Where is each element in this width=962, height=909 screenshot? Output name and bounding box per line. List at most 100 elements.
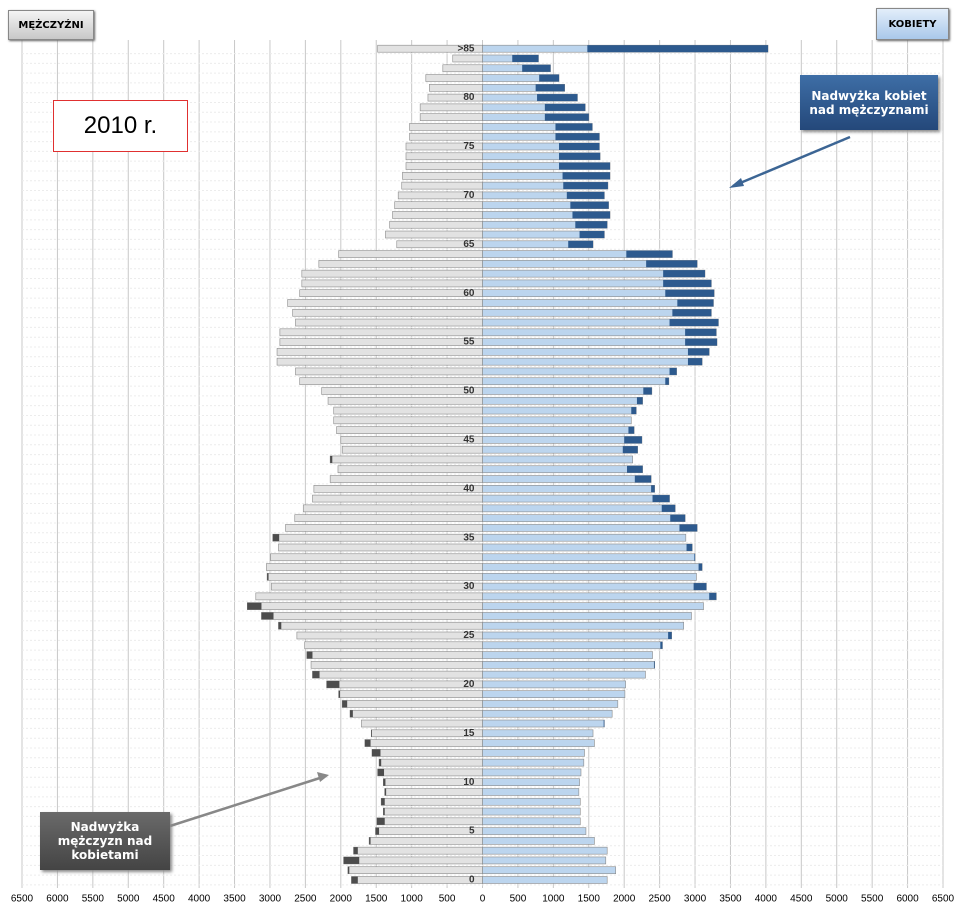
bar <box>482 602 704 610</box>
surplus-bar <box>338 690 341 698</box>
bar <box>482 661 655 669</box>
surplus-bar <box>559 143 600 150</box>
bar <box>402 172 483 180</box>
bar <box>326 680 483 689</box>
surplus-bar <box>570 201 609 209</box>
x-tick-label: 6500 <box>932 894 955 905</box>
bar <box>442 64 483 73</box>
bar <box>452 54 483 63</box>
bar <box>482 504 676 513</box>
surplus-bar <box>326 680 340 688</box>
bar <box>482 651 653 659</box>
bar <box>482 445 638 454</box>
surplus-bar <box>522 64 551 72</box>
bar <box>405 152 483 161</box>
bar <box>364 739 483 747</box>
bar <box>419 103 483 112</box>
surplus-bar <box>350 710 353 718</box>
surplus-bar <box>685 338 718 346</box>
bar <box>482 426 635 434</box>
bar <box>419 113 483 121</box>
bar <box>343 856 483 865</box>
y-tick-label: >85 <box>458 43 475 54</box>
bar <box>371 749 483 757</box>
women-button[interactable]: KOBIETY <box>876 8 949 40</box>
bar <box>338 690 483 698</box>
bar <box>482 837 595 845</box>
y-tick-label: 45 <box>463 435 475 446</box>
surplus-bar <box>672 309 712 317</box>
surplus-bar <box>384 788 387 796</box>
surplus-bar <box>646 260 698 268</box>
x-tick-label: 4500 <box>153 894 176 905</box>
grid: 6500 6000 5500 5000 4500 4000 3500 3000 2500 2000… <box>11 40 955 905</box>
surplus-bar <box>686 543 693 551</box>
x-tick-label: 5000 <box>826 894 849 905</box>
bar <box>302 504 483 513</box>
bar <box>304 641 483 650</box>
surplus-bar <box>634 475 652 483</box>
bar <box>425 74 483 82</box>
y-tick-label: 50 <box>463 386 475 397</box>
x-tick-label: 1500 <box>365 894 388 905</box>
surplus-bar <box>377 768 385 776</box>
surplus-bar <box>709 592 717 600</box>
bar <box>429 84 483 92</box>
surplus-bar <box>677 299 714 307</box>
bar <box>482 788 580 796</box>
bar <box>482 396 643 405</box>
x-tick-label: 1000 <box>542 894 565 905</box>
surplus-bar <box>660 641 663 649</box>
surplus-bar <box>636 397 643 405</box>
surplus-bar <box>343 856 360 864</box>
x-tick-label: 3500 <box>223 894 246 905</box>
bar <box>482 876 608 884</box>
bar <box>482 739 595 747</box>
surplus-bar <box>278 622 282 630</box>
y-tick-label: 40 <box>463 483 475 494</box>
bar <box>266 573 483 581</box>
surplus-bar <box>661 504 676 512</box>
surplus-bar <box>544 113 589 121</box>
bar <box>294 514 483 522</box>
bar <box>272 533 483 542</box>
surplus-bar <box>603 720 605 728</box>
y-tick-label: 15 <box>463 728 475 739</box>
bar <box>301 269 483 278</box>
x-tick-label: 6000 <box>46 894 69 905</box>
surplus-bar <box>624 436 642 444</box>
bar <box>405 162 483 170</box>
x-tick-label: 2000 <box>613 894 636 905</box>
surplus-bar <box>670 514 686 522</box>
x-tick-label: 3000 <box>684 894 707 905</box>
surplus-bar <box>376 817 385 825</box>
bar <box>278 621 483 630</box>
surplus-bar <box>653 661 655 669</box>
y-tick-label: 70 <box>463 190 475 201</box>
bar <box>333 406 483 415</box>
y-tick-label: 55 <box>463 337 475 348</box>
bar <box>296 631 483 640</box>
bar <box>482 573 697 581</box>
surplus-bar <box>353 847 358 855</box>
bar <box>482 357 703 366</box>
bar <box>266 563 483 571</box>
women-surplus-note: Nadwyżka kobiet nad mężczyznami <box>800 75 938 130</box>
bar <box>482 719 605 728</box>
bar <box>482 543 693 552</box>
y-tick-label: 35 <box>463 532 475 543</box>
bar <box>482 563 703 571</box>
bar <box>295 367 483 376</box>
bar <box>349 709 483 718</box>
men-button[interactable]: MĘŻCZYŹNI <box>8 10 94 40</box>
x-tick-label: 6000 <box>896 894 919 905</box>
bar <box>482 338 718 346</box>
y-tick-label: 25 <box>463 630 475 641</box>
surplus-bar <box>652 495 670 503</box>
y-tick-label: 0 <box>469 875 475 886</box>
surplus-bar <box>626 250 673 258</box>
bar <box>376 817 483 826</box>
bar <box>295 318 483 327</box>
bar <box>383 807 483 816</box>
